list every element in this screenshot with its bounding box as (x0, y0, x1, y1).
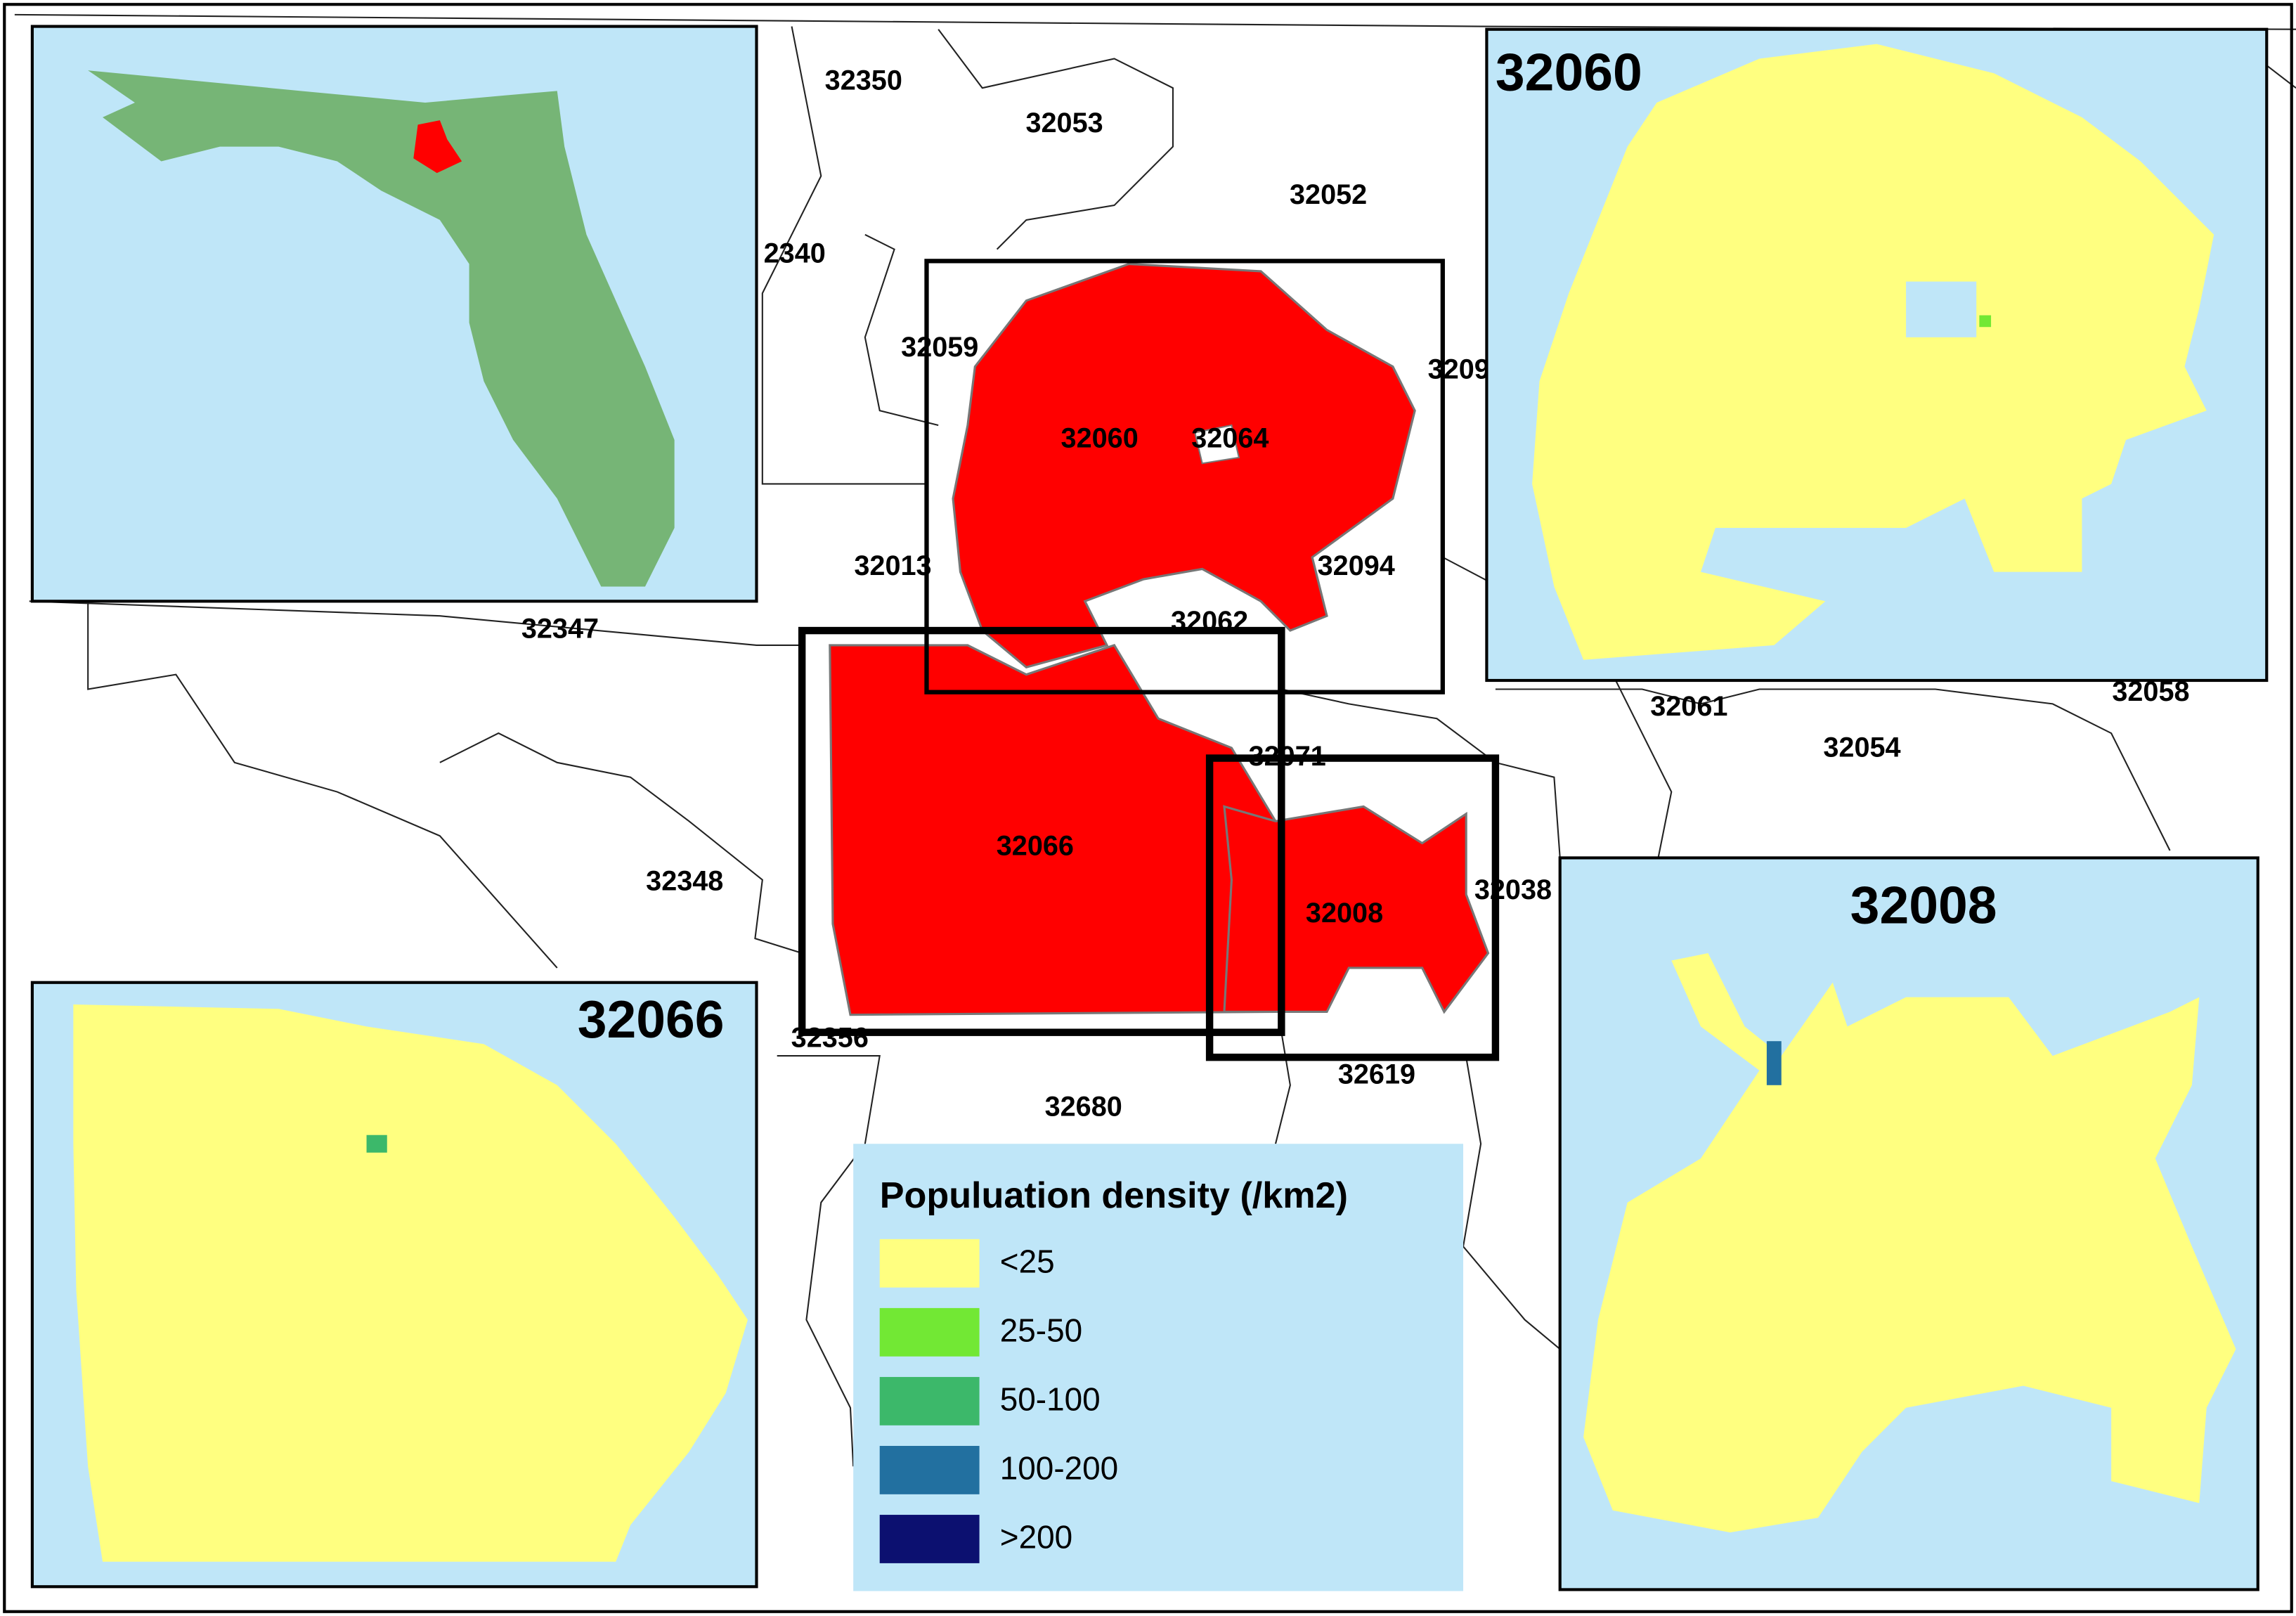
zip-label: 32052 (1290, 179, 1367, 210)
zip-label: 32071 (1249, 741, 1326, 772)
legend-label: >200 (1000, 1519, 1072, 1556)
legend-label: 25-50 (1000, 1312, 1082, 1348)
zip-label: 32680 (1045, 1092, 1122, 1123)
zip-area (829, 644, 1277, 1016)
legend-label: 50-100 (1000, 1381, 1101, 1418)
florida-inset (30, 25, 758, 603)
zip-label: 32347 (521, 614, 599, 645)
zip-label: 3209 (1428, 354, 1490, 384)
inset-title: 32008 (1850, 875, 1997, 934)
inset-frame (1205, 754, 1500, 1061)
zip-label: 32059 (901, 332, 978, 363)
zip-label: 32061 (1650, 691, 1727, 722)
zip-label: 32356 (791, 1023, 869, 1054)
zip-hole (1193, 424, 1240, 465)
inset-title: 32066 (578, 990, 725, 1049)
zip-label: 32008 (1306, 898, 1383, 929)
legend-swatch (879, 1515, 980, 1563)
zip-area (1223, 805, 1490, 1014)
zip-label: 32060 (1061, 422, 1139, 453)
zip-label: 32062 (1171, 606, 1248, 637)
inset-32008 (1558, 856, 2259, 1591)
study-area (798, 259, 1500, 1061)
zip-label: 32094 (1318, 550, 1395, 581)
legend-swatch (879, 1239, 980, 1288)
zip-label: 32066 (997, 830, 1074, 861)
zip-area (952, 262, 1416, 668)
zip-label: 32013 (854, 550, 931, 581)
legend: Populuation density (/km2) <25 25-50 50-10… (853, 1144, 1464, 1591)
legend-swatch (879, 1376, 980, 1426)
legend-label: <25 (1000, 1243, 1055, 1279)
inset-frame (798, 626, 1285, 1036)
zip-label: 32350 (825, 65, 902, 96)
legend-swatch (879, 1446, 980, 1494)
zip-labels: 32350 32053 32052 2340 32059 3209 32060 32064 32… (521, 65, 2190, 1122)
zip-label: 32619 (1338, 1059, 1415, 1090)
zip-label: 2340 (764, 238, 826, 269)
inset-titles: 32060 32066 32008 (578, 42, 1997, 1049)
zip-label: 32064 (1191, 422, 1269, 453)
legend-title: Populuation density (/km2) (880, 1175, 1348, 1216)
zip-label: 32054 (1823, 732, 1900, 763)
inset-32066 (30, 981, 758, 1589)
inset-32060 (1485, 27, 2269, 683)
legend-label: 100-200 (1000, 1450, 1118, 1487)
inset-frame (924, 259, 1445, 694)
zip-label: 32038 (1474, 874, 1552, 905)
inset-title: 32060 (1496, 42, 1642, 101)
zip-label: 32053 (1025, 108, 1103, 138)
map-frame (3, 3, 2293, 1613)
legend-swatch (879, 1307, 980, 1357)
zip-label: 32348 (646, 865, 723, 896)
